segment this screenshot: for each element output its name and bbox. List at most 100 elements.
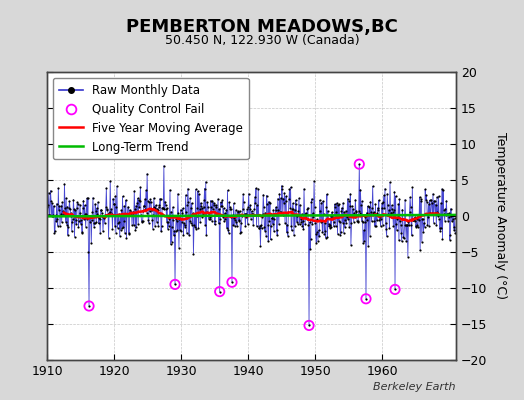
Point	[129, 221, 138, 228]
Point	[374, 205, 382, 211]
Point	[375, 197, 383, 204]
Point	[118, 193, 127, 200]
Point	[193, 205, 202, 211]
Point	[104, 234, 113, 241]
Point	[99, 228, 107, 234]
Point	[114, 211, 123, 217]
Point	[340, 209, 348, 215]
Point	[341, 216, 350, 223]
Point	[105, 210, 113, 216]
Point	[267, 223, 275, 230]
Point	[438, 236, 446, 242]
Point	[92, 219, 101, 225]
Point	[298, 223, 307, 230]
Point	[378, 222, 387, 228]
Point	[184, 186, 192, 192]
Point	[258, 214, 266, 220]
Point	[86, 218, 94, 225]
Point	[402, 222, 411, 228]
Point	[437, 224, 445, 231]
Point	[160, 162, 168, 169]
Point	[271, 212, 279, 218]
Point	[226, 206, 235, 212]
Point	[431, 210, 440, 216]
Point	[370, 218, 378, 224]
Point	[446, 232, 454, 238]
Point	[342, 208, 350, 214]
Point	[291, 197, 300, 204]
Point	[188, 200, 196, 206]
Point	[430, 198, 438, 204]
Point	[102, 185, 111, 191]
Point	[341, 224, 349, 230]
Point	[350, 210, 358, 216]
Point	[373, 217, 381, 224]
Point	[185, 218, 194, 224]
Point	[250, 194, 259, 200]
Point	[176, 216, 184, 222]
Point	[177, 228, 185, 234]
Point	[412, 223, 420, 229]
Point	[317, 199, 325, 206]
Point	[177, 206, 185, 213]
Point	[231, 223, 239, 230]
Point	[333, 231, 342, 237]
Point	[115, 219, 123, 225]
Point	[383, 233, 391, 239]
Point	[337, 208, 346, 214]
Point	[273, 232, 281, 238]
Point	[369, 210, 377, 216]
Point	[66, 198, 74, 204]
Point	[300, 211, 309, 218]
Point	[282, 193, 290, 199]
Point	[126, 210, 135, 216]
Point	[147, 199, 155, 206]
Point	[365, 210, 373, 217]
Point	[329, 213, 337, 219]
Point	[190, 211, 199, 218]
Point	[372, 222, 380, 229]
Point	[89, 220, 97, 226]
Point	[207, 204, 215, 210]
Point	[334, 202, 342, 208]
Point	[434, 193, 443, 199]
Point	[94, 199, 102, 205]
Point	[429, 220, 438, 226]
Point	[120, 203, 128, 210]
Point	[339, 220, 347, 226]
Point	[220, 218, 228, 224]
Point	[86, 213, 95, 220]
Point	[215, 288, 224, 295]
Point	[451, 215, 459, 221]
Point	[380, 204, 389, 211]
Point	[272, 204, 280, 210]
Point	[387, 210, 395, 216]
Point	[91, 201, 100, 207]
Point	[227, 206, 235, 212]
Point	[342, 219, 351, 226]
Point	[249, 212, 258, 218]
Point	[362, 296, 370, 302]
Point	[73, 199, 82, 206]
Point	[244, 221, 252, 227]
Point	[156, 195, 164, 202]
Point	[320, 231, 329, 237]
Point	[82, 210, 91, 217]
Point	[227, 214, 236, 220]
Point	[408, 184, 417, 191]
Point	[63, 232, 72, 238]
Point	[53, 222, 62, 229]
Point	[349, 206, 357, 212]
Point	[59, 212, 67, 218]
Point	[295, 195, 303, 201]
Point	[241, 210, 249, 217]
Point	[168, 224, 177, 230]
Point	[122, 234, 130, 241]
Point	[208, 218, 216, 224]
Point	[280, 190, 289, 196]
Point	[393, 216, 401, 222]
Point	[269, 206, 278, 213]
Point	[153, 206, 161, 212]
Point	[275, 191, 283, 197]
Point	[426, 209, 434, 216]
